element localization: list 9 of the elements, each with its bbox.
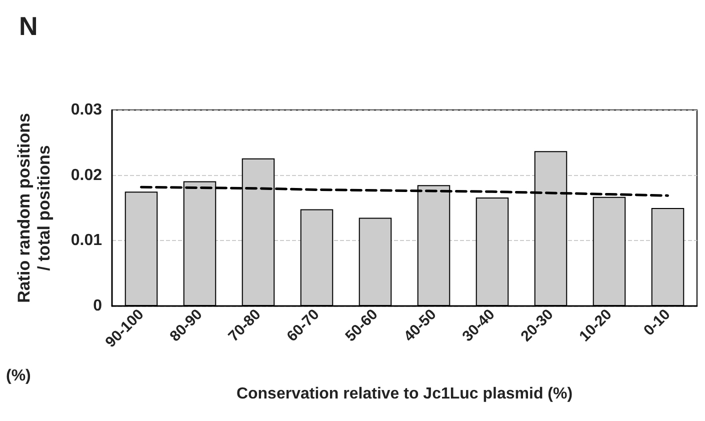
- y-tick-label: 0.02: [70, 166, 102, 184]
- text: (%): [6, 368, 31, 384]
- y-axis-title: Ratio random positions / total positions: [14, 113, 54, 303]
- y-tick-label: 0: [93, 298, 102, 314]
- chart-title: N: [19, 11, 38, 41]
- y-tick-label: 0.01: [70, 232, 102, 250]
- y-tick-label: 0.03: [70, 102, 102, 118]
- x-tick-label: 0-10: [640, 306, 674, 340]
- x-axis-title: Conservation relative to Jc1Luc plasmid (%): [236, 386, 573, 402]
